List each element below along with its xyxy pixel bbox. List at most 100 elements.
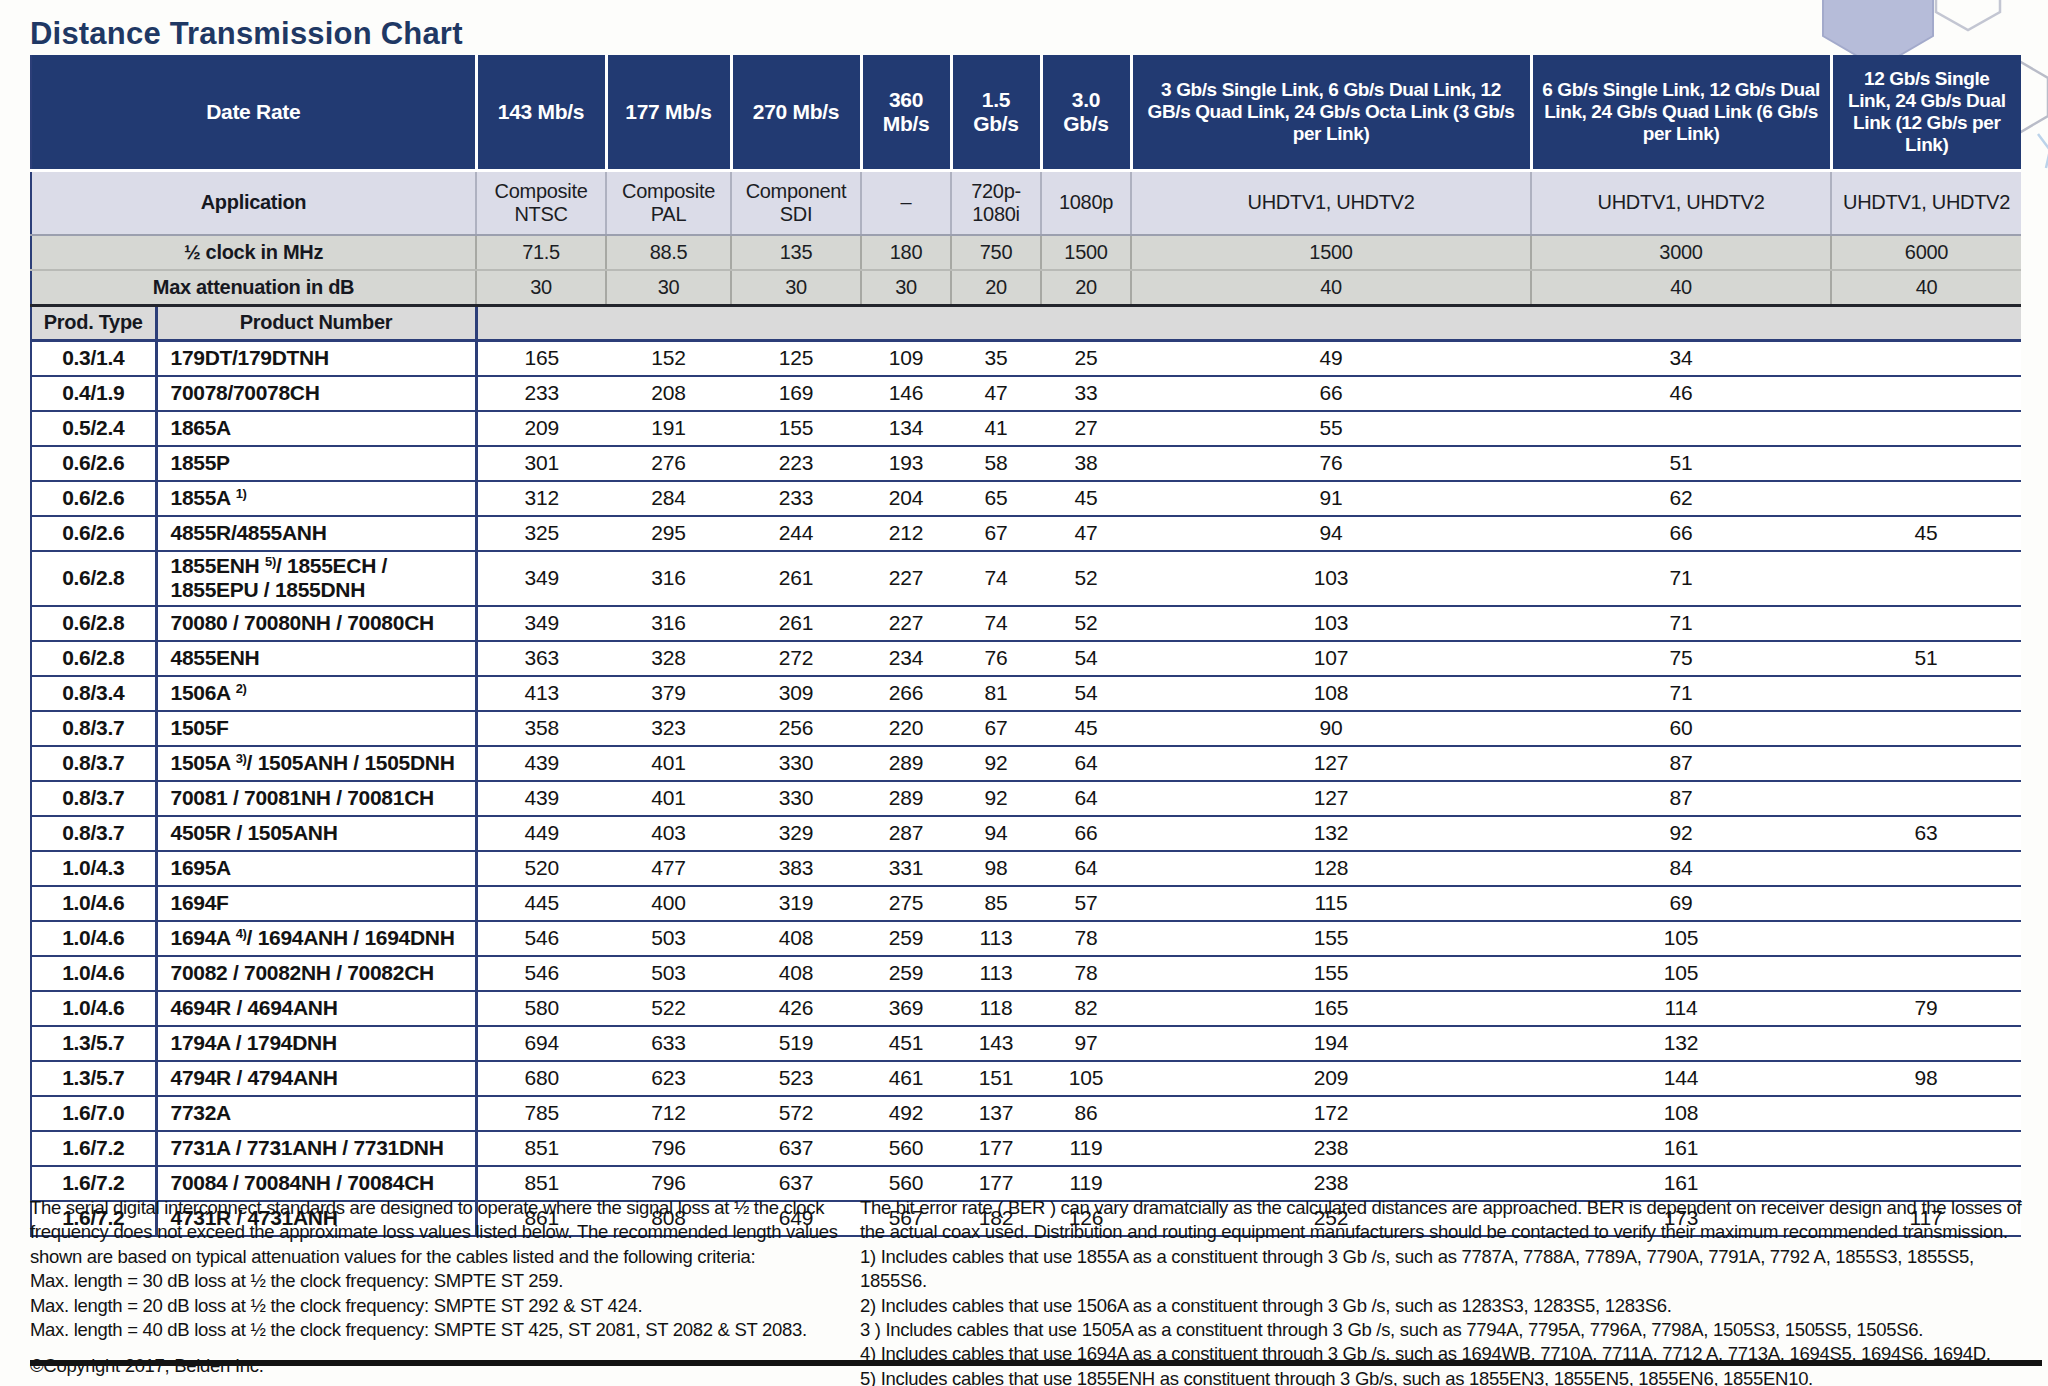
footnote-marker: 2)	[236, 681, 247, 696]
table-row: 0.6/2.61855P30127622319358387651	[31, 446, 2021, 481]
footnote-note: 1) Includes cables that use 1855A as a c…	[860, 1245, 2040, 1294]
distance-cell: 233	[476, 376, 606, 411]
distance-cell: 49	[1131, 341, 1531, 377]
distance-cell: 94	[951, 816, 1041, 851]
footnote-criteria: Max. length = 40 dB loss at ½ the clock …	[30, 1318, 852, 1342]
application-cell: UHDTV1, UHDTV2	[1531, 171, 1831, 236]
distance-cell	[1831, 411, 2021, 446]
distance-cell: 169	[731, 376, 861, 411]
distance-cell: 680	[476, 1061, 606, 1096]
distance-cell: 349	[476, 551, 606, 606]
prod-type-cell: 0.8/3.7	[31, 711, 156, 746]
table-row: 0.6/2.84855ENH36332827223476541077551	[31, 641, 2021, 676]
prod-type-cell: 1.6/7.2	[31, 1131, 156, 1166]
distance-cell: 74	[951, 551, 1041, 606]
distance-cell: 125	[731, 341, 861, 377]
prod-type-cell: 1.3/5.7	[31, 1061, 156, 1096]
application-cell: Component SDI	[731, 171, 861, 236]
distance-cell: 426	[731, 991, 861, 1026]
distance-cell	[1831, 1026, 2021, 1061]
distance-cell: 259	[861, 956, 951, 991]
distance-cell: 84	[1531, 851, 1831, 886]
distance-cell: 45	[1041, 711, 1131, 746]
distance-cell: 54	[1041, 676, 1131, 711]
application-cell: Composite PAL	[606, 171, 731, 236]
distance-cell: 119	[1041, 1131, 1131, 1166]
distance-cell: 316	[606, 606, 731, 641]
prod-type-cell: 0.8/3.7	[31, 746, 156, 781]
distance-cell: 194	[1131, 1026, 1531, 1061]
distance-cell: 65	[951, 481, 1041, 516]
distance-cell: 107	[1131, 641, 1531, 676]
max-attenuation-cell: 40	[1131, 270, 1531, 306]
product-number-cell: 7732A	[156, 1096, 476, 1131]
distance-cell	[1831, 746, 2021, 781]
distance-cell: 97	[1041, 1026, 1131, 1061]
distance-cell	[1831, 606, 2021, 641]
application-cell: Composite NTSC	[476, 171, 606, 236]
distance-cell: 227	[861, 551, 951, 606]
prod-type-cell: 0.5/2.4	[31, 411, 156, 446]
footnote-note: 3 ) Includes cables that use 1505A as a …	[860, 1318, 2040, 1342]
distance-cell: 67	[951, 516, 1041, 551]
page: { "title": "Distance Transmission Chart"…	[0, 0, 2048, 1386]
distance-cell: 325	[476, 516, 606, 551]
distance-cell	[1831, 886, 2021, 921]
table-row: 0.8/3.41506A 2)413379309266815410871	[31, 676, 2021, 711]
distance-cell: 71	[1531, 676, 1831, 711]
distance-cell: 633	[606, 1026, 731, 1061]
product-number-cell: 1855ENH 5)/ 1855ECH / 1855EPU / 1855DNH	[156, 551, 476, 606]
half-clock-cell: 135	[731, 235, 861, 270]
distance-cell: 113	[951, 956, 1041, 991]
distance-cell: 161	[1531, 1131, 1831, 1166]
distance-cell: 256	[731, 711, 861, 746]
distance-cell: 309	[731, 676, 861, 711]
prod-type-cell: 1.0/4.6	[31, 991, 156, 1026]
distance-cell	[1831, 781, 2021, 816]
footnote-criteria: Max. length = 20 dB loss at ½ the clock …	[30, 1294, 852, 1318]
footnote-marker: 1)	[236, 486, 247, 501]
product-number-cell: 70082 / 70082NH / 70082CH	[156, 956, 476, 991]
table-row: 0.6/2.61855A 1)31228423320465459162	[31, 481, 2021, 516]
footnote-note: 5) Includes cables that use 1855ENH as c…	[860, 1367, 2040, 1386]
table-row: 0.8/3.770081 / 70081NH / 70081CH43940133…	[31, 781, 2021, 816]
distance-cell: 276	[606, 446, 731, 481]
distance-cell: 165	[476, 341, 606, 377]
footnote-right-column: The bit error rate ( BER ) can vary dram…	[860, 1196, 2040, 1386]
distance-cell: 492	[861, 1096, 951, 1131]
distance-cell: 91	[1131, 481, 1531, 516]
distance-cell: 383	[731, 851, 861, 886]
distance-cell: 54	[1041, 641, 1131, 676]
distance-cell: 261	[731, 551, 861, 606]
max-attenuation-cell: 20	[951, 270, 1041, 306]
table-row: 1.6/7.27731A / 7731ANH / 7731DNH85179663…	[31, 1131, 2021, 1166]
distance-cell: 401	[606, 746, 731, 781]
distance-cell: 51	[1531, 446, 1831, 481]
distance-cell: 108	[1131, 676, 1531, 711]
distance-cell	[1831, 956, 2021, 991]
distance-cell: 379	[606, 676, 731, 711]
distance-cell: 146	[861, 376, 951, 411]
product-number-label: Product Number	[156, 306, 476, 341]
prod-type-cell: 0.8/3.7	[31, 781, 156, 816]
table-row: 1.0/4.61694F445400319275855711569	[31, 886, 2021, 921]
distance-cell: 546	[476, 921, 606, 956]
distance-cell: 155	[731, 411, 861, 446]
half-clock-cell: 1500	[1131, 235, 1531, 270]
rate-col-header: 3.0 Gb/s	[1041, 55, 1131, 171]
product-number-cell: 1694F	[156, 886, 476, 921]
product-header-spacer	[476, 306, 2021, 341]
distance-cell: 64	[1041, 746, 1131, 781]
rate-col-header: 177 Mb/s	[606, 55, 731, 171]
distance-cell: 694	[476, 1026, 606, 1061]
distance-cell: 45	[1831, 516, 2021, 551]
distance-cell: 127	[1131, 781, 1531, 816]
distance-cell: 503	[606, 921, 731, 956]
max-attenuation-cell: 20	[1041, 270, 1131, 306]
rate-col-header: 12 Gb/s Single Link, 24 Gb/s Dual Link (…	[1831, 55, 2021, 171]
distance-cell: 193	[861, 446, 951, 481]
distance-cell: 86	[1041, 1096, 1131, 1131]
distance-cell: 74	[951, 606, 1041, 641]
max-attenuation-row: Max attenuation in dB 30 30 30 30 20 20 …	[31, 270, 2021, 306]
distance-cell: 60	[1531, 711, 1831, 746]
